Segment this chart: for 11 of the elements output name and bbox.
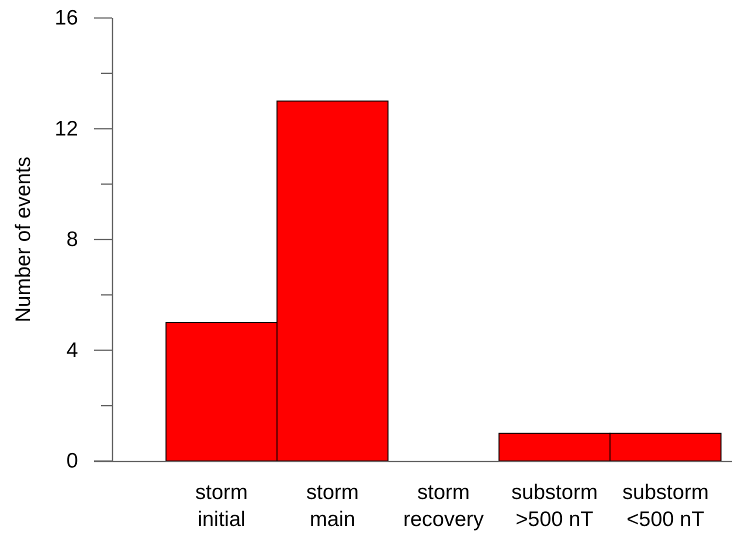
y-tick-label: 4 [66,338,78,362]
x-tick-label: substorm <500 nT [622,481,709,531]
y-tick-label: 0 [66,450,78,473]
y-tick-label: 16 [54,6,78,30]
x-tick-label: substorm >500 nT [511,481,598,531]
y-axis-title: Number of events [12,156,35,322]
y-tick-label: 12 [54,117,78,140]
x-tick-label: storm recovery [403,481,484,531]
y-tick-label: 8 [66,228,78,252]
x-tick-label: storm initial [195,481,248,531]
x-tick-label: storm main [306,481,359,531]
